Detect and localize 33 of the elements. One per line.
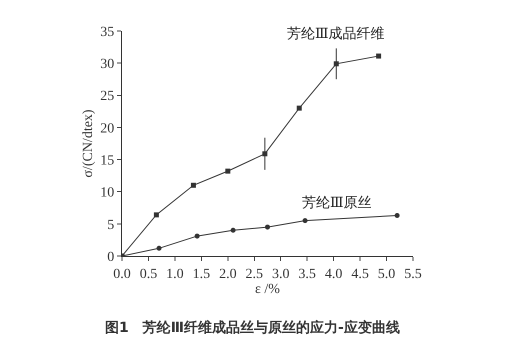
y-tick-label: 5 <box>107 218 114 233</box>
series-label: 芳纶Ⅲ原丝 <box>302 195 372 211</box>
x-tick-label: 5.5 <box>404 266 422 282</box>
y-tick-label: 10 <box>100 186 114 201</box>
x-tick-label: 4.0 <box>324 266 342 282</box>
x-tick-label: 0.5 <box>140 266 158 282</box>
y-tick-label: 35 <box>100 24 114 40</box>
x-axis-title: ε /% <box>255 282 280 297</box>
point <box>302 218 308 224</box>
x-tick-label: 3.5 <box>298 266 316 282</box>
x-tick-label: 3.0 <box>272 266 290 282</box>
point <box>265 224 270 230</box>
point <box>194 234 200 239</box>
x-tick-label: 1.5 <box>192 266 210 282</box>
x-tick-label: 2.0 <box>219 266 237 282</box>
series-label: 芳纶Ⅲ成品纤维 <box>287 26 385 42</box>
y-tick-label: 15 <box>100 153 114 168</box>
x-tick-label: 4.5 <box>351 266 369 282</box>
point <box>394 213 400 218</box>
x-tick-label: 2.5 <box>246 266 264 282</box>
point <box>334 61 339 66</box>
text: 图1 芳纶Ⅲ纤维成品丝与原丝的应力-应变曲线 <box>105 319 400 336</box>
point <box>262 151 268 156</box>
point <box>156 246 162 251</box>
point <box>230 228 236 233</box>
y-tick-label: 30 <box>100 57 114 72</box>
y-axis-title: σ/(CN/dtex) <box>80 109 96 178</box>
x-tick-label: 0.0 <box>113 266 131 282</box>
y-tick-label: 20 <box>100 121 114 136</box>
x-tick-label: 5.0 <box>378 266 396 282</box>
y-tick-label: 0 <box>107 250 114 265</box>
y-tick-label: 25 <box>100 89 114 104</box>
x-tick-label: 1.0 <box>166 266 184 282</box>
